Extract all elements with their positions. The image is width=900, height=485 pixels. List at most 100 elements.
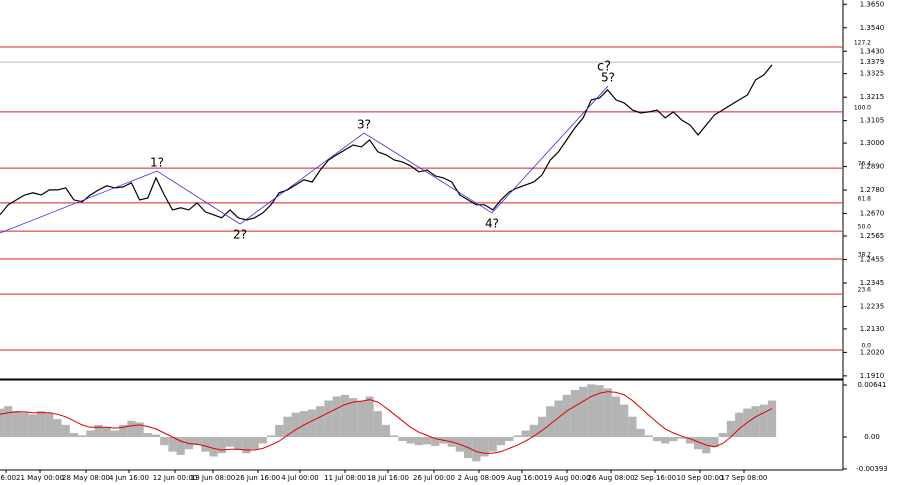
macd-bar [0, 408, 5, 438]
macd-bar [324, 400, 333, 438]
x-tick-label: 26 Jun 16:00 [236, 474, 280, 482]
macd-bar [340, 394, 350, 438]
macd-bar [176, 437, 185, 455]
wave-label: 3? [357, 118, 371, 132]
y-tick-label: 1.2020 [860, 348, 885, 356]
x-tick-label: 17 Sep 08:00 [721, 474, 768, 482]
macd-bar [406, 437, 415, 444]
macd-bar [554, 400, 563, 438]
macd-bar [669, 437, 678, 442]
x-tick-label: 2 Sep 16:00 [634, 474, 676, 482]
macd-bar [299, 411, 308, 438]
x-tick-label: 19 Jun 08:00 [191, 474, 235, 482]
y-tick-label: 1.3430 [860, 47, 885, 55]
macd-bar [357, 400, 366, 438]
macd-bar [513, 435, 522, 438]
macd-bar [529, 424, 538, 438]
y-tick-label: 1.2455 [860, 255, 885, 263]
macd-bar [193, 437, 202, 446]
macd-bar [307, 409, 317, 438]
y-tick-label: 1.3325 [860, 70, 885, 78]
macd-bar [69, 432, 79, 438]
y-tick-label: 1.2565 [860, 232, 885, 240]
macd-bar [250, 437, 259, 450]
wave-line [0, 85, 609, 234]
macd-bar [242, 437, 251, 454]
macd-bar [685, 437, 694, 444]
macd-bar [636, 428, 645, 438]
fib-label: 0.0 [861, 343, 871, 350]
y-tick-label: 1.3000 [860, 139, 885, 147]
macd-bar [110, 430, 120, 438]
macd-bar [291, 412, 300, 438]
macd-bar [587, 384, 596, 438]
macd-bar [365, 396, 374, 438]
macd-bar [611, 396, 621, 438]
macd-bar [332, 396, 341, 438]
macd-bar [628, 416, 637, 438]
macd-bar [570, 389, 579, 438]
y-tick-label: 1.3540 [860, 24, 885, 32]
macd-bar [398, 437, 407, 442]
macd-bar [86, 430, 95, 438]
macd-bar [767, 400, 777, 438]
signal-line [0, 391, 773, 454]
y-tick-label: 1.2780 [860, 186, 885, 194]
macd-bar [726, 420, 736, 438]
x-tick-label: 28 May 08:00 [62, 474, 110, 482]
macd-bar [45, 412, 54, 438]
macd-bar [472, 437, 481, 462]
plot-bg [0, 0, 843, 470]
macd-bar [135, 422, 144, 438]
macd-bar [751, 406, 760, 438]
macd-bar [61, 424, 70, 438]
macd-bar [390, 435, 399, 438]
macd-bar [12, 411, 21, 438]
macd-bar [521, 430, 530, 438]
macd-bar [94, 424, 103, 438]
macd-bar [275, 424, 284, 438]
macd-bar [209, 437, 218, 457]
macd-bar [234, 437, 243, 451]
y-tick-label: 1.3105 [860, 117, 885, 125]
y-tick-label: 1.3215 [860, 93, 885, 101]
macd-bar [661, 437, 670, 444]
macd-bar [693, 437, 703, 450]
macd-bar [168, 437, 177, 452]
macd-bar [20, 412, 29, 438]
macd-bar [217, 437, 226, 454]
y-tick-label: 1.2670 [860, 210, 885, 218]
macd-bar [266, 435, 276, 438]
macd-bar [496, 437, 506, 446]
macd-bar [143, 432, 152, 438]
macd-bar [644, 435, 653, 438]
fib-label: 127.2 [854, 39, 871, 46]
wave-label: 5? [601, 71, 615, 85]
macd-bar [36, 411, 46, 438]
y-tick-label: 1.2235 [860, 302, 885, 310]
macd-bar [718, 432, 727, 438]
macd-bar [102, 427, 111, 438]
annotation: c? [597, 60, 611, 75]
macd-bar [603, 388, 612, 438]
x-tick-label: 2 Aug 08:00 [458, 474, 501, 482]
y-tick-label: 1.2130 [860, 325, 885, 333]
x-tick-label: 12 Jun 00:00 [153, 474, 197, 482]
macd-bar [505, 437, 514, 442]
macd-bar [381, 424, 391, 438]
x-tick-label: 19 Aug 00:00 [543, 474, 590, 482]
macd-bar [119, 424, 128, 438]
y-tick-label: 1.2345 [860, 279, 885, 287]
x-tick-label: 21 May 00:00 [16, 474, 64, 482]
macd-bar [431, 437, 440, 446]
x-tick-label: 9 Aug 16:00 [501, 474, 544, 482]
macd-bar [414, 437, 423, 446]
x-tick-label: 10 Sep 00:00 [677, 474, 724, 482]
macd-bar [151, 434, 161, 438]
macd-bar [546, 406, 555, 438]
macd-bar [349, 398, 358, 438]
macd-bar [480, 437, 489, 457]
wave-label: 2? [233, 228, 247, 242]
macd-bar [579, 386, 588, 438]
